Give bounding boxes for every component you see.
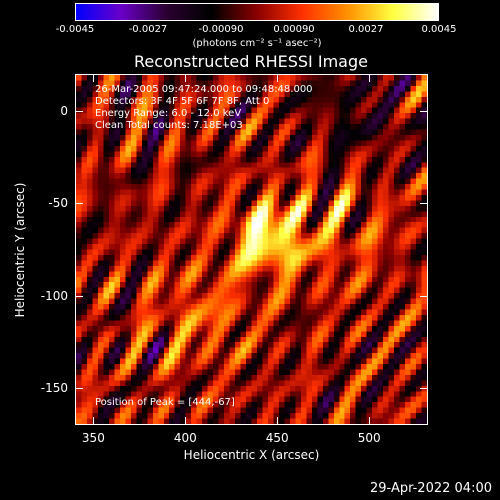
x-tick-mark xyxy=(277,417,279,425)
x-tick-label: 350 xyxy=(81,431,105,445)
x-tick-mark xyxy=(185,74,187,82)
plot-area xyxy=(75,74,428,425)
colorbar-tick: 0.00090 xyxy=(273,24,315,35)
y-tick-mark xyxy=(75,295,83,297)
x-tick-mark xyxy=(369,417,371,425)
x-tick-mark xyxy=(369,74,371,82)
x-tick-label: 500 xyxy=(357,431,381,445)
x-tick-label: 400 xyxy=(173,431,197,445)
colorbar-tick: -0.0027 xyxy=(128,24,168,35)
y-tick-label: -50 xyxy=(48,196,68,211)
detectors-text: Detectors: 3F 4F 5F 6F 7F 8F, Att 0 xyxy=(95,96,270,107)
x-tick-mark xyxy=(277,74,279,82)
y-tick-label: 0 xyxy=(60,103,68,118)
y-tick-mark xyxy=(75,203,83,205)
x-tick-label: 450 xyxy=(265,431,289,445)
y-tick-mark xyxy=(420,295,428,297)
y-tick-mark xyxy=(75,110,83,112)
y-tick-mark xyxy=(420,110,428,112)
timestamp: 29-Apr-2022 04:00 xyxy=(370,481,492,496)
x-tick-mark xyxy=(93,417,95,425)
y-axis-label: Heliocentric Y (arcsec) xyxy=(13,182,27,318)
x-axis-label: Heliocentric X (arcsec) xyxy=(183,448,320,462)
energy-range-text: Energy Range: 6.0 - 12.0 keV xyxy=(95,108,242,119)
time-range-text: 26-Mar-2005 09:47:24.000 to 09:48:48.000 xyxy=(95,84,313,95)
info-annotation: 26-Mar-2005 09:47:24.000 to 09:48:48.000… xyxy=(95,84,313,132)
colorbar-unit-label: (photons cm⁻² s⁻¹ asec⁻²) xyxy=(192,38,322,49)
x-tick-mark xyxy=(185,417,187,425)
colorbar-tick: -0.0045 xyxy=(55,24,95,35)
colorbar xyxy=(75,3,439,21)
y-tick-mark xyxy=(75,388,83,390)
peak-position-text: Position of Peak = [444,-67] xyxy=(95,397,235,408)
heatmap-image xyxy=(76,75,427,424)
chart-title: Reconstructed RHESSI Image xyxy=(134,52,368,71)
y-tick-label: -100 xyxy=(40,288,68,303)
y-tick-label: -150 xyxy=(40,381,68,396)
colorbar-tick: -0.00090 xyxy=(198,24,244,35)
colorbar-tick: 0.0045 xyxy=(421,24,457,35)
y-tick-mark xyxy=(420,203,428,205)
clean-counts-text: Clean Total counts: 7.18E+03 xyxy=(95,120,243,131)
colorbar-tick: 0.0027 xyxy=(348,24,384,35)
y-tick-mark xyxy=(420,388,428,390)
x-tick-mark xyxy=(93,74,95,82)
